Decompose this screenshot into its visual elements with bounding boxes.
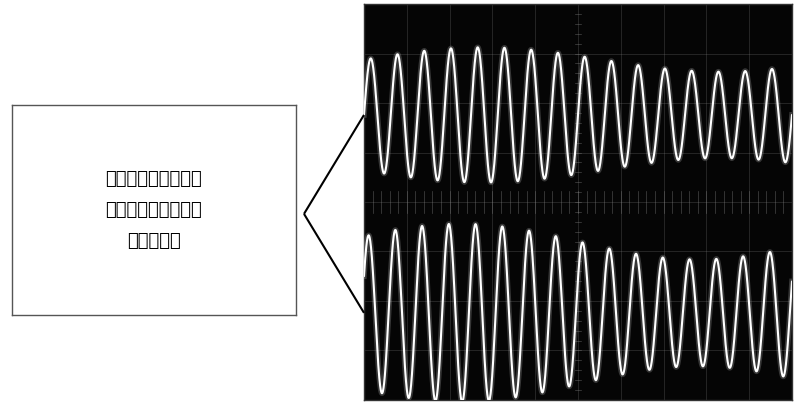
Text: 所述调频连续波双干
涉光纤陀螺输出的两
路干涉信号: 所述调频连续波双干 涉光纤陀螺输出的两 路干涉信号 bbox=[106, 170, 202, 250]
